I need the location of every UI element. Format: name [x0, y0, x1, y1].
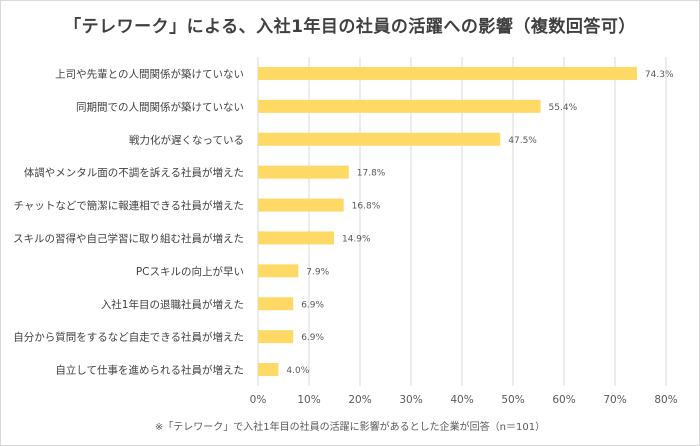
category-label: 自分から質問をするなど自走できる社員が増えた [13, 331, 244, 344]
x-tick-label: 20% [348, 394, 371, 406]
bars [258, 66, 637, 377]
category-label: 入社1年目の退職社員が増えた [101, 298, 244, 311]
category-label: スキルの習得や自己学習に取り組む社員が増えた [13, 232, 244, 245]
value-label: 4.0% [286, 366, 309, 376]
category-label: 戦力化が遅くなっている [129, 133, 244, 146]
x-tick-label: 80% [654, 394, 677, 406]
bar-4 [258, 165, 349, 179]
category-label: 同期間での人間関係が築けていない [76, 100, 244, 113]
value-label: 6.9% [301, 300, 324, 310]
value-label: 6.9% [301, 333, 324, 343]
bar-8 [258, 297, 294, 311]
bar-2 [258, 99, 541, 113]
value-label: 17.8% [357, 169, 386, 179]
x-tick-label: 30% [399, 394, 422, 406]
bar-6 [258, 231, 334, 245]
bar-9 [258, 330, 294, 344]
chart-title: 「テレワーク」による、入社1年目の社員の活躍への影響（複数回答可） [64, 17, 636, 37]
category-label: 体調やメンタル面の不調を訴える社員が増えた [24, 166, 244, 179]
category-label: PCスキルの向上が早い [136, 265, 244, 278]
value-label: 14.9% [342, 234, 371, 244]
value-label: 74.3% [645, 70, 674, 80]
x-tick-label: 70% [603, 394, 626, 406]
x-tick-label: 40% [450, 394, 473, 406]
bar-10 [258, 363, 279, 377]
x-tick-label: 10% [297, 394, 320, 406]
value-label: 7.9% [306, 267, 329, 277]
x-tick-label: 0% [250, 394, 267, 406]
category-label: 上司や先輩との人間関係が築けていない [55, 67, 244, 80]
category-label: 自立して仕事を進められる社員が増えた [55, 364, 244, 377]
value-label: 16.8% [352, 202, 381, 212]
x-tick-label: 60% [552, 394, 575, 406]
x-tick-label: 50% [501, 394, 524, 406]
footnote: ※「テレワーク」で入社1年目の社員の活躍に影響があるとした企業が回答（n＝101… [154, 422, 546, 433]
bar-1 [258, 66, 637, 80]
bar-5 [258, 198, 344, 212]
bar-3 [258, 132, 501, 146]
category-label: チャットなどで簡潔に報連相できる社員が増えた [14, 199, 244, 212]
labels: 0% 10% 20% 30% 40% 50% 60% 70% 80% 上司や先輩との人間関係が築け… [13, 67, 678, 406]
bar-7 [258, 264, 299, 278]
value-label: 47.5% [508, 136, 537, 146]
value-label: 55.4% [549, 103, 578, 113]
